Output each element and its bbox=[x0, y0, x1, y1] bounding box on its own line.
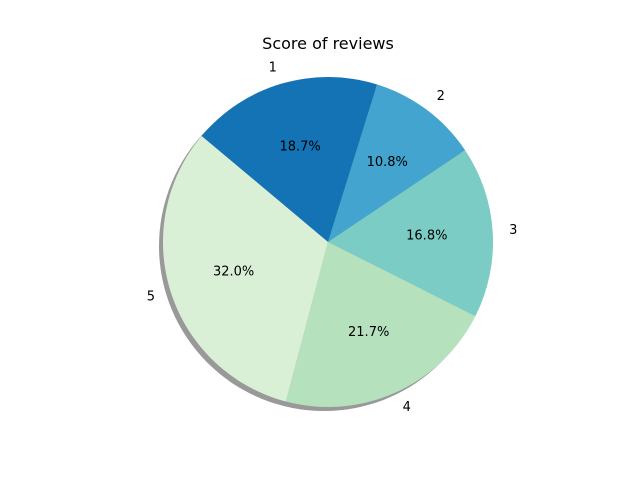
slice-percent-4: 21.7% bbox=[348, 325, 389, 340]
slice-label-5: 5 bbox=[147, 289, 155, 304]
slice-percent-5: 32.0% bbox=[213, 264, 254, 279]
slice-label-3: 3 bbox=[509, 223, 517, 238]
slice-percent-3: 16.8% bbox=[406, 228, 447, 243]
pie-labels: 1 18.7% 2 10.8% 3 16.8% 4 21.7% 5 32.0% bbox=[147, 60, 518, 415]
pie-slices bbox=[162, 76, 493, 408]
slice-percent-2: 10.8% bbox=[367, 155, 408, 170]
pie-slice-5 bbox=[162, 135, 328, 402]
pie-slice-2 bbox=[328, 84, 466, 242]
pie-slice-4 bbox=[285, 242, 476, 408]
slice-label-1: 1 bbox=[269, 60, 277, 75]
chart-title: Score of reviews bbox=[262, 34, 394, 53]
pie-slice-3 bbox=[328, 150, 493, 317]
slice-label-2: 2 bbox=[437, 89, 445, 104]
slice-label-4: 4 bbox=[403, 400, 411, 415]
pie-slice-1 bbox=[201, 76, 378, 242]
slice-percent-1: 18.7% bbox=[279, 140, 320, 155]
